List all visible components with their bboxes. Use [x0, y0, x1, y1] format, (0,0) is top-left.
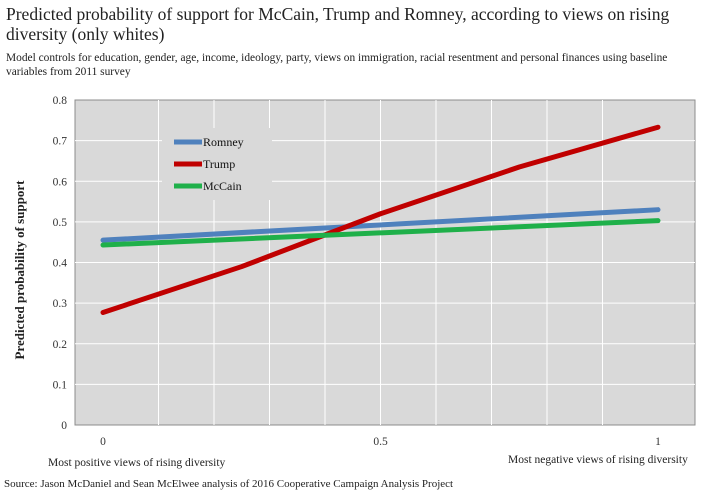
legend-label-trump: Trump [203, 157, 235, 171]
source-note: Source: Jason McDaniel and Sean McElwee … [4, 478, 454, 490]
y-tick-label: 0.2 [53, 339, 68, 351]
x-axis-note-left: Most positive views of rising diversity [48, 457, 226, 469]
legend-label-mccain: McCain [203, 179, 242, 193]
series-line-trump [100, 124, 661, 315]
series-line-mccain [100, 218, 661, 248]
chart-subtitle: Model controls for education, gender, ag… [6, 52, 668, 78]
y-axis-label: Predicted probability of support [12, 180, 27, 360]
x-axis-note-right: Most negative views of rising diversity [508, 454, 688, 466]
legend-label-romney: Romney [203, 135, 244, 149]
chart-title: Predicted probability of support for McC… [6, 4, 670, 44]
x-tick-label: 0.5 [373, 436, 388, 448]
y-tick-label: 0.7 [53, 136, 68, 148]
y-tick-label: 0.1 [53, 379, 68, 391]
y-tick-label: 0 [61, 420, 67, 432]
y-tick-label: 0.8 [53, 95, 68, 107]
y-tick-label: 0.6 [53, 176, 68, 188]
x-tick-label: 1 [655, 436, 661, 448]
y-tick-label: 0.4 [53, 258, 68, 270]
series-line-romney [100, 207, 661, 243]
y-tick-label: 0.3 [53, 298, 68, 310]
x-tick-label: 0 [100, 436, 106, 448]
y-tick-label: 0.5 [53, 217, 68, 229]
